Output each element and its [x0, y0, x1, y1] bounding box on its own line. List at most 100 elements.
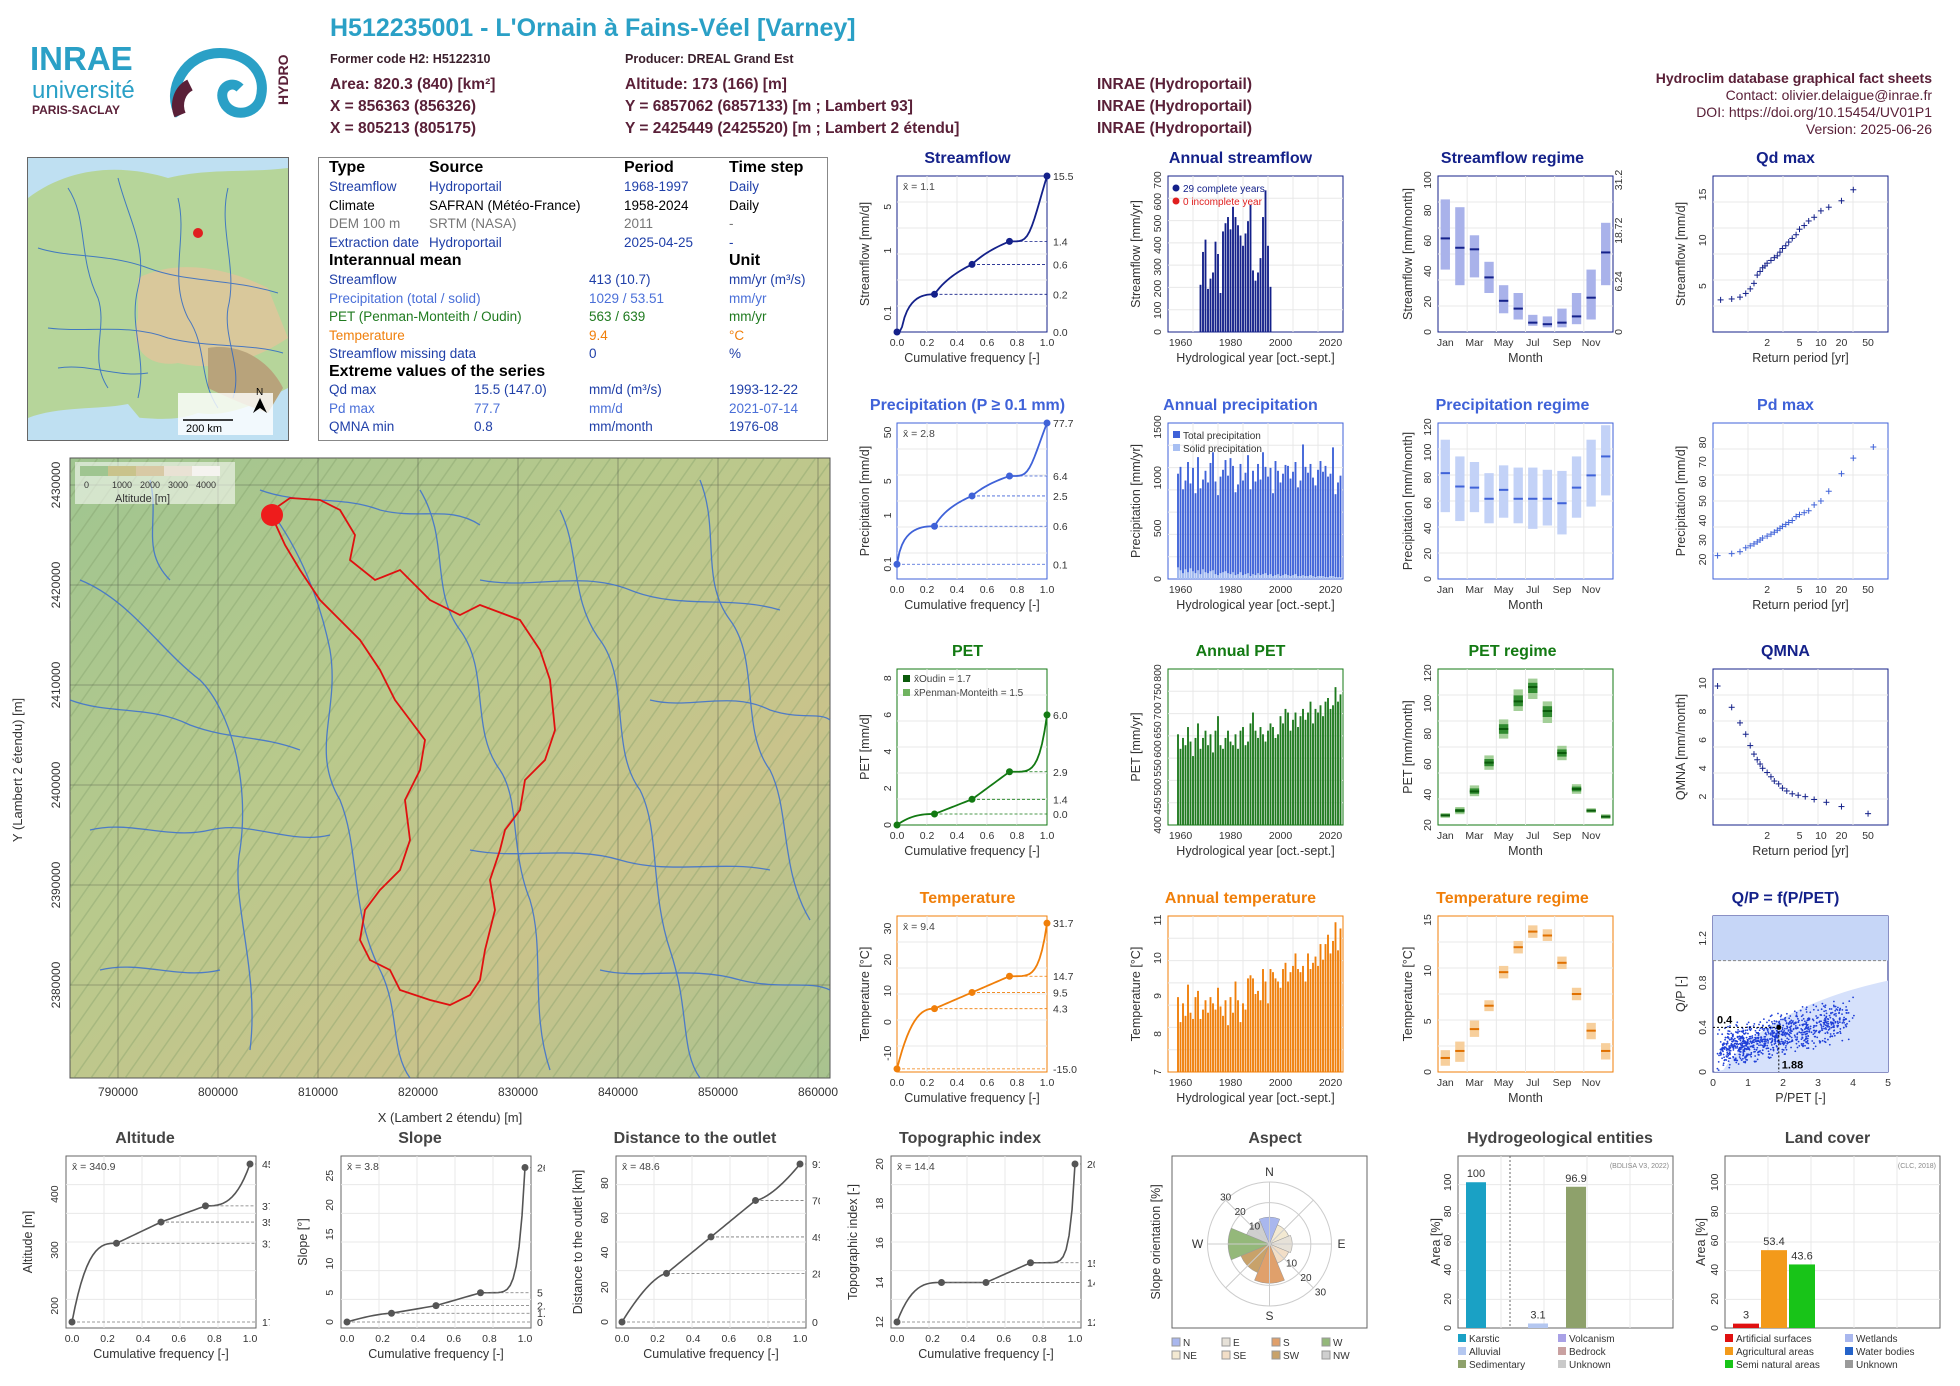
annual-bar [1264, 190, 1267, 332]
annual-bar [1239, 463, 1242, 579]
annual-bar [1312, 477, 1314, 579]
quantile-point [157, 1218, 165, 1226]
legend-item: N [1183, 1338, 1190, 1349]
y-tick: 0 [1442, 1325, 1454, 1331]
contact[interactable]: Contact: olivier.delaigue@inrae.fr [1725, 87, 1932, 103]
y-tick: 4 [1697, 765, 1709, 771]
y-axis-label: Temperature [°C] [858, 947, 872, 1042]
solid-bar [1274, 575, 1277, 579]
info-header-1: Source [429, 159, 484, 176]
annual-bar [1334, 922, 1337, 1072]
x-tick: 2 [1764, 830, 1770, 842]
x-tick: 0.4 [950, 830, 965, 842]
y-tick: 100 [1422, 443, 1434, 461]
quantile-point [1006, 768, 1013, 776]
info-header-2: Period [624, 159, 674, 176]
return-point [1838, 470, 1845, 477]
x-tick: 1960 [1169, 337, 1193, 349]
annual-bar [1254, 730, 1257, 825]
x-tick: Mar [1465, 830, 1484, 842]
x-tick: 5 [1797, 830, 1803, 842]
doi[interactable]: DOI: https://doi.org/10.15454/UV01P1 [1696, 104, 1932, 120]
annual-bar [1259, 258, 1262, 332]
factsheet-info: Hydroclim database graphical fact sheets… [1656, 70, 1932, 138]
chart-title: QMNA [1761, 643, 1810, 660]
solid-bar [1277, 574, 1279, 579]
annual-bar [1307, 712, 1309, 825]
x-axis-label: Month [1508, 351, 1543, 365]
chart-title: Distance to the outlet [613, 1130, 777, 1147]
annual-bar [1179, 1022, 1182, 1072]
return-point [1754, 272, 1761, 279]
source-step: - [729, 234, 734, 250]
return-point [1811, 796, 1818, 803]
y-tick: 600 [1152, 193, 1164, 211]
legend-item: Karstic [1469, 1334, 1500, 1345]
y-axis-label: Precipitation [mm/d] [1674, 446, 1688, 556]
right-tick: 26.4 [537, 1163, 545, 1175]
topo-index-chart: Topographic index 20 15 14 12 0.0 0.2 0.4 0.6 0.8… [845, 1130, 1095, 1370]
x-tick: 0.8 [1010, 1077, 1025, 1089]
regime-box [1498, 465, 1509, 518]
annual-bar [1229, 458, 1232, 579]
right-tick: 0.0 [1053, 327, 1068, 339]
x-tick: Sep [1553, 830, 1572, 842]
x-axis-label: Return period [yr] [1752, 844, 1849, 858]
x-tick: 10 [1815, 584, 1827, 596]
return-point [1714, 552, 1721, 559]
return-point [1793, 513, 1800, 520]
solid-bar [1294, 574, 1297, 579]
annual-bar [1297, 727, 1299, 825]
x-tick: 2000 [1269, 1077, 1293, 1089]
annual-bar [1247, 455, 1249, 579]
mean-label: x̄ = 3.8 [347, 1161, 379, 1173]
solid-bar [1327, 577, 1329, 579]
x-tick: 1960 [1169, 1077, 1193, 1089]
altitude-legend: 0 1000 2000 3000 4000 Altitude [m] [75, 462, 235, 505]
solid-bar [1319, 576, 1322, 579]
x-tick: 0.6 [980, 1077, 995, 1089]
x-tick: 0.0 [890, 584, 905, 596]
chart-title: Q/P = f(P/PET) [1731, 890, 1840, 907]
x-tick: 2000 [1269, 337, 1293, 349]
right-tick: 28 [812, 1268, 820, 1280]
x-lambert93: X = 856363 (856326) [330, 98, 477, 115]
quantile-point [202, 1202, 209, 1210]
quantile-point [68, 1318, 76, 1326]
extreme-label: QMNA min [329, 419, 395, 434]
legend-item: x̄Penman-Monteith = 1.5 [914, 688, 1024, 699]
legend-item: E [1233, 1338, 1240, 1349]
annual-bar [1302, 965, 1304, 1072]
annual-bar [1332, 940, 1334, 1072]
annual-bar [1274, 978, 1277, 1072]
annual-bar [1294, 462, 1297, 579]
map-xtick: 790000 [98, 1085, 138, 1099]
extreme-date: 1993-12-22 [729, 382, 799, 397]
north-arrow-icon: N [253, 387, 267, 413]
x-tick: Jan [1437, 337, 1454, 349]
catchment-map-panel: 0 1000 2000 3000 4000 Altitude [m] 790000 800… [0, 450, 840, 1130]
y-tick: 100 [1152, 301, 1164, 319]
annual-bar [1337, 950, 1339, 1072]
y-tick: 0 [1152, 329, 1164, 335]
solid-bar [1307, 576, 1309, 579]
annual-bar [1239, 730, 1242, 825]
regime-box [1455, 456, 1465, 522]
y-tick: 100 [1442, 1173, 1454, 1191]
right-tick: 2.5 [1053, 491, 1068, 503]
x-axis-label: Month [1508, 598, 1543, 612]
chart-title: Precipitation (P ≥ 0.1 mm) [869, 397, 1066, 414]
y-tick: 40 [1422, 265, 1434, 277]
y-tick: 9 [1152, 993, 1164, 999]
annual-bar [1179, 748, 1182, 825]
annual-bar [1262, 969, 1264, 1072]
x-tick: Jul [1526, 1077, 1539, 1089]
y-tick: 20 [1422, 548, 1434, 560]
annual-bar [1234, 734, 1237, 825]
annual-bar [1219, 476, 1222, 579]
y-tick: 10 [324, 1257, 336, 1269]
landcover-chart: Land cover 3 53.4 43.6 (CLC, 2018) 0 20 40 60 80 1… [1695, 1130, 1960, 1370]
compass-label: S [1265, 1309, 1273, 1323]
page-title: H512235001 - L'Ornain à Fains-Véel [Varn… [330, 14, 856, 42]
map-xtick: 830000 [498, 1085, 538, 1099]
